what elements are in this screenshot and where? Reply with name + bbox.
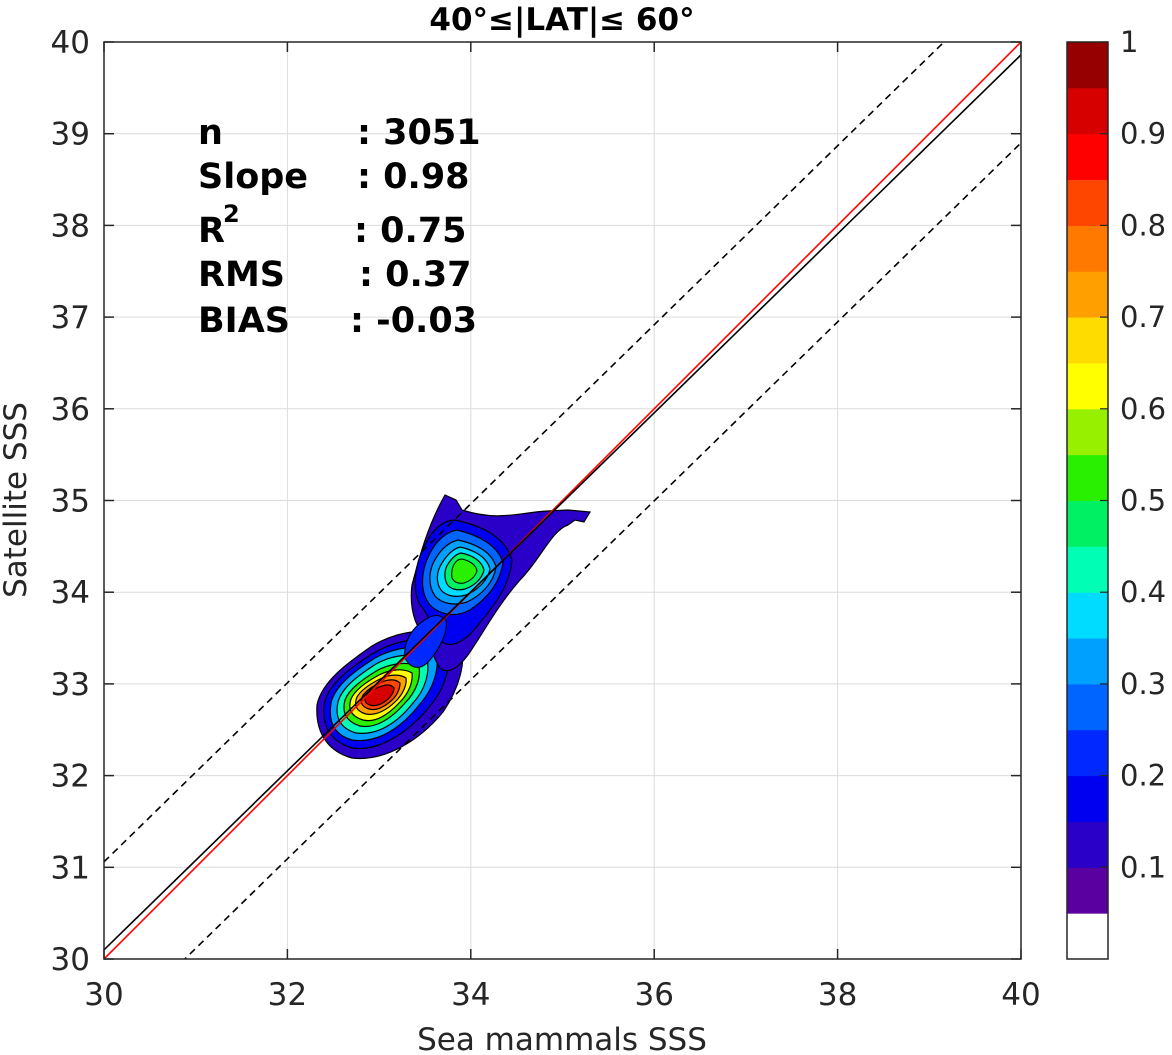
stat-n-value: : 3051 (357, 113, 481, 153)
colorbar-segment (1067, 408, 1108, 456)
colorbar-segment (1067, 592, 1108, 639)
colorbar-tick-label: 0.3 (1120, 667, 1166, 701)
x-tick-label: 38 (818, 977, 857, 1013)
y-axis-label: Satellite SSS (0, 402, 34, 598)
colorbar-segment (1067, 271, 1108, 318)
reference-lines (104, 42, 1021, 959)
colorbar-segment (1067, 913, 1108, 960)
chart-title: 40°≤|LAT|≤ 60° (429, 2, 694, 38)
colorbar-labels: 0.1 0.2 0.3 0.4 0.5 0.6 0.7 0.8 0.9 1 (1100, 25, 1166, 884)
y-tick-label: 39 (51, 117, 90, 153)
colorbar-segment (1067, 821, 1108, 868)
colorbar (1067, 42, 1108, 960)
dashed-bound-line (104, 42, 946, 863)
stat-bias-value: : -0.03 (350, 301, 477, 341)
colorbar-tick-label: 0.1 (1120, 850, 1166, 884)
stat-r2-superscript: 2 (223, 200, 240, 228)
y-tick-label: 30 (51, 942, 90, 978)
colorbar-segment (1067, 179, 1108, 226)
colorbar-tick-label: 0.6 (1120, 392, 1166, 426)
y-tick-label: 31 (51, 850, 90, 886)
colorbar-tick-label: 0.2 (1120, 759, 1166, 793)
colorbar-tick-label: 1 (1120, 25, 1138, 59)
colorbar-segment (1067, 317, 1108, 364)
stat-n-label: n (198, 113, 223, 153)
stat-r2-label: R (198, 211, 225, 251)
y-tick-label: 35 (51, 484, 90, 520)
contour-bridge (404, 614, 447, 668)
colorbar-segment (1067, 867, 1108, 914)
density-contours (316, 494, 592, 760)
x-tick-label: 34 (451, 977, 490, 1013)
grid (103, 41, 1022, 960)
stat-r2-value: : 0.75 (354, 211, 467, 251)
colorbar-segment (1067, 729, 1108, 777)
y-tick-label: 32 (51, 759, 90, 795)
colorbar-tick-label: 0.9 (1120, 117, 1166, 151)
colorbar-segment (1067, 775, 1108, 822)
x-tick-labels: 30 32 34 36 38 40 (84, 977, 1040, 1013)
colorbar-segment (1067, 42, 1108, 89)
colorbar-segment (1067, 638, 1108, 685)
colorbar-segment (1067, 87, 1108, 135)
colorbar-segment (1067, 362, 1108, 410)
statistics-box: n : 3051 Slope : 0.98 R 2 : 0.75 RMS : 0… (198, 113, 481, 341)
x-axis-label: Sea mammals SSS (417, 1022, 707, 1055)
one-to-one-line (104, 42, 1021, 959)
y-tick-label: 37 (51, 300, 90, 336)
y-tick-labels: 30 31 32 33 34 35 36 37 38 39 40 (51, 25, 90, 978)
colorbar-tick-label: 0.8 (1120, 208, 1166, 242)
y-tick-label: 34 (51, 575, 90, 611)
colorbar-segment (1067, 133, 1108, 181)
x-tick-label: 30 (84, 977, 123, 1013)
regression-line (104, 54, 1021, 951)
x-tick-label: 32 (268, 977, 307, 1013)
stat-rms-label: RMS (198, 255, 285, 295)
y-tick-label: 36 (51, 392, 90, 428)
stat-rms-value: : 0.37 (359, 255, 472, 295)
colorbar-tick-label: 0.4 (1120, 575, 1166, 609)
stat-slope-value: : 0.98 (357, 157, 470, 197)
stat-bias-label: BIAS (198, 301, 290, 341)
colorbar-tick-label: 0.5 (1120, 484, 1166, 518)
colorbar-segment (1067, 546, 1108, 593)
y-tick-label: 38 (51, 208, 90, 244)
colorbar-tick-label: 0.7 (1120, 300, 1166, 334)
colorbar-segment (1067, 500, 1108, 547)
stat-slope-label: Slope (198, 157, 308, 197)
colorbar-segment (1067, 225, 1108, 272)
x-tick-label: 40 (1001, 977, 1040, 1013)
axis-ticks (103, 41, 1022, 960)
y-tick-label: 40 (51, 25, 90, 61)
colorbar-segment (1067, 454, 1108, 501)
colorbar-segment (1067, 683, 1108, 731)
x-tick-label: 36 (634, 977, 673, 1013)
dashed-bound-line (183, 142, 1021, 959)
y-tick-label: 33 (51, 667, 90, 703)
contour-level-0.5-north (451, 558, 478, 584)
